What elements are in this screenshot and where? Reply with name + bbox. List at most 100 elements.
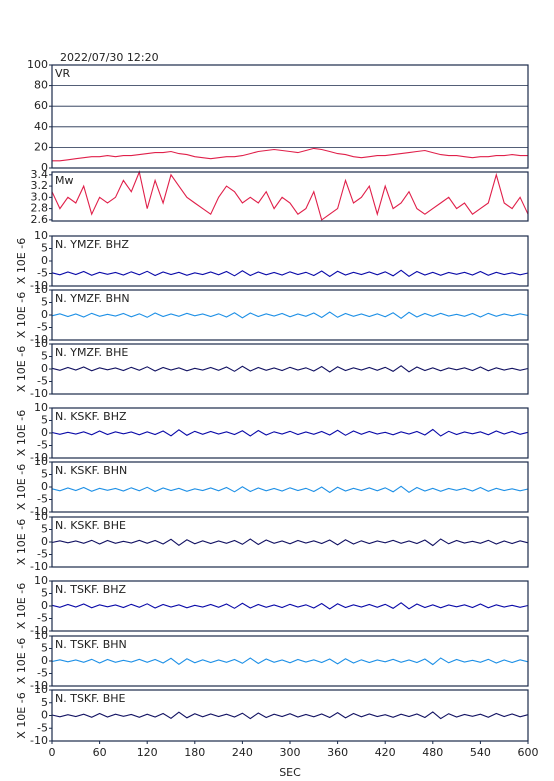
y-axis-label: X 10E -6 bbox=[15, 519, 28, 565]
y-tick-label: 2.6 bbox=[31, 213, 49, 226]
y-tick-label: 20 bbox=[34, 140, 48, 153]
y-tick-label: -10 bbox=[30, 451, 48, 464]
x-axis-label: SEC bbox=[279, 766, 301, 779]
y-tick-label: 10 bbox=[34, 510, 48, 523]
y-tick-label: -5 bbox=[37, 721, 48, 734]
y-tick-label: 5 bbox=[41, 642, 48, 655]
trace bbox=[51, 602, 529, 610]
y-tick-label: 0 bbox=[41, 254, 48, 267]
x-tick-label: 360 bbox=[327, 746, 348, 759]
trace bbox=[51, 311, 529, 319]
y-axis-label: X 10E -6 bbox=[15, 464, 28, 510]
y-tick-label: 2.8 bbox=[31, 202, 49, 215]
x-tick-label: 120 bbox=[137, 746, 158, 759]
chart-title: 2022/07/30 12:20 bbox=[60, 51, 159, 64]
y-axis-label: X 10E -6 bbox=[15, 410, 28, 456]
y-tick-label: -10 bbox=[30, 279, 48, 292]
panel-label: N. KSKF. BHZ bbox=[55, 410, 127, 423]
y-axis-label: X 10E -6 bbox=[15, 238, 28, 284]
panel-frame bbox=[51, 171, 529, 222]
y-tick-label: -10 bbox=[30, 734, 48, 747]
panel-frame bbox=[51, 235, 529, 287]
panel-frame bbox=[51, 461, 529, 513]
y-tick-label: 10 bbox=[34, 229, 48, 242]
y-tick-label: -10 bbox=[30, 505, 48, 518]
y-tick-label: 0 bbox=[41, 599, 48, 612]
panel-frame bbox=[51, 635, 529, 687]
y-tick-label: -5 bbox=[37, 375, 48, 388]
trace bbox=[51, 365, 529, 373]
y-tick-label: -10 bbox=[30, 560, 48, 573]
y-tick-label: 10 bbox=[34, 337, 48, 350]
y-axis-label: X 10E -6 bbox=[15, 638, 28, 684]
x-tick-label: 180 bbox=[184, 746, 205, 759]
y-tick-label: -10 bbox=[30, 679, 48, 692]
y-tick-label: 0 bbox=[41, 426, 48, 439]
trace bbox=[51, 538, 529, 547]
y-tick-label: 10 bbox=[34, 283, 48, 296]
y-tick-label: 5 bbox=[41, 696, 48, 709]
trace bbox=[51, 170, 529, 221]
x-tick-label: 60 bbox=[93, 746, 107, 759]
y-tick-label: 0 bbox=[41, 161, 48, 174]
trace bbox=[51, 711, 529, 720]
y-tick-label: 5 bbox=[41, 523, 48, 536]
y-tick-label: 0 bbox=[41, 362, 48, 375]
y-tick-label: 0 bbox=[41, 709, 48, 722]
y-tick-label: 5 bbox=[41, 468, 48, 481]
y-tick-label: 5 bbox=[41, 296, 48, 309]
panel-label: N. YMZF. BHE bbox=[55, 346, 128, 359]
y-tick-label: 10 bbox=[34, 455, 48, 468]
y-tick-label: -10 bbox=[30, 333, 48, 346]
panel-label: N. KSKF. BHE bbox=[55, 519, 126, 532]
y-tick-label: 5 bbox=[41, 350, 48, 363]
y-tick-label: -10 bbox=[30, 387, 48, 400]
x-tick-label: 540 bbox=[470, 746, 491, 759]
y-tick-label: 10 bbox=[34, 401, 48, 414]
y-tick-label: 5 bbox=[41, 242, 48, 255]
y-tick-label: 60 bbox=[34, 99, 48, 112]
y-axis-label: X 10E -6 bbox=[15, 292, 28, 338]
y-tick-label: -5 bbox=[37, 321, 48, 334]
trace bbox=[51, 428, 529, 437]
x-tick-label: 600 bbox=[518, 746, 539, 759]
y-tick-label: -5 bbox=[37, 267, 48, 280]
panel-label: VR bbox=[55, 67, 71, 80]
x-tick-label: 480 bbox=[422, 746, 443, 759]
trace bbox=[51, 269, 529, 278]
x-tick-label: 240 bbox=[232, 746, 253, 759]
y-tick-label: 80 bbox=[34, 79, 48, 92]
y-tick-label: 10 bbox=[34, 629, 48, 642]
panel-label: N. YMZF. BHN bbox=[55, 292, 130, 305]
y-tick-label: -5 bbox=[37, 439, 48, 452]
y-tick-label: 0 bbox=[41, 308, 48, 321]
y-tick-label: -5 bbox=[37, 548, 48, 561]
panel-label: N. YMZF. BHZ bbox=[55, 238, 129, 251]
y-tick-label: 0 bbox=[41, 480, 48, 493]
panel-frame bbox=[51, 580, 529, 632]
panel-label: N. TSKF. BHE bbox=[55, 692, 126, 705]
trace bbox=[52, 147, 528, 162]
panel-frame bbox=[51, 516, 529, 568]
panel-frame bbox=[51, 289, 529, 341]
panel-label: N. TSKF. BHN bbox=[55, 638, 127, 651]
y-tick-label: 3.0 bbox=[31, 190, 49, 203]
y-tick-label: 40 bbox=[34, 120, 48, 133]
x-tick-label: 0 bbox=[49, 746, 56, 759]
trace bbox=[51, 657, 529, 666]
y-tick-label: 3.2 bbox=[31, 179, 49, 192]
y-tick-label: -5 bbox=[37, 667, 48, 680]
y-tick-label: 0 bbox=[41, 654, 48, 667]
x-tick-label: 420 bbox=[375, 746, 396, 759]
y-axis-label: X 10E -6 bbox=[15, 583, 28, 629]
y-axis-label: X 10E -6 bbox=[15, 346, 28, 392]
trace bbox=[51, 485, 529, 494]
y-axis-label: X 10E -6 bbox=[15, 692, 28, 738]
y-tick-label: 10 bbox=[34, 574, 48, 587]
y-tick-label: 100 bbox=[27, 58, 48, 71]
y-tick-label: 10 bbox=[34, 683, 48, 696]
y-tick-label: -5 bbox=[37, 612, 48, 625]
panel-frame bbox=[51, 343, 529, 395]
panel-frame bbox=[51, 407, 529, 459]
